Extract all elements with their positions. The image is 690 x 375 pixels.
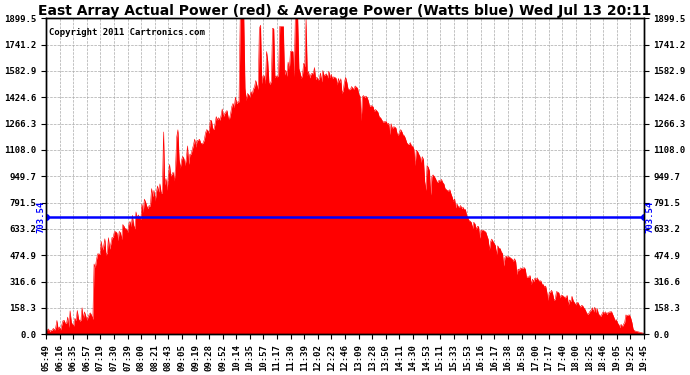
Title: East Array Actual Power (red) & Average Power (Watts blue) Wed Jul 13 20:11: East Array Actual Power (red) & Average … (39, 4, 651, 18)
Text: 703.54: 703.54 (36, 201, 45, 233)
Text: 703.54: 703.54 (645, 201, 654, 233)
Text: Copyright 2011 Cartronics.com: Copyright 2011 Cartronics.com (49, 28, 205, 37)
